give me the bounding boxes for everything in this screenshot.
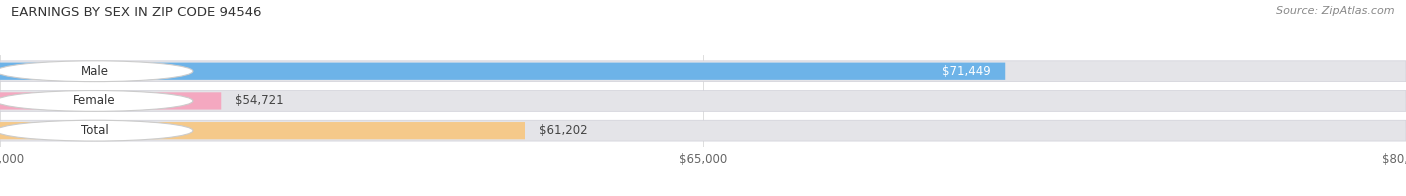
FancyBboxPatch shape <box>0 92 221 110</box>
Text: $54,721: $54,721 <box>235 94 284 107</box>
Text: $71,449: $71,449 <box>942 65 991 78</box>
Text: $61,202: $61,202 <box>538 124 588 137</box>
FancyBboxPatch shape <box>0 122 524 139</box>
FancyBboxPatch shape <box>0 120 1406 141</box>
Text: Total: Total <box>80 124 108 137</box>
Ellipse shape <box>0 91 193 111</box>
Ellipse shape <box>0 120 193 141</box>
Text: Male: Male <box>80 65 108 78</box>
FancyBboxPatch shape <box>0 61 1406 82</box>
Ellipse shape <box>0 61 193 82</box>
FancyBboxPatch shape <box>0 63 1005 80</box>
Text: Source: ZipAtlas.com: Source: ZipAtlas.com <box>1277 6 1395 16</box>
Text: Female: Female <box>73 94 115 107</box>
Text: EARNINGS BY SEX IN ZIP CODE 94546: EARNINGS BY SEX IN ZIP CODE 94546 <box>11 6 262 19</box>
FancyBboxPatch shape <box>0 91 1406 111</box>
